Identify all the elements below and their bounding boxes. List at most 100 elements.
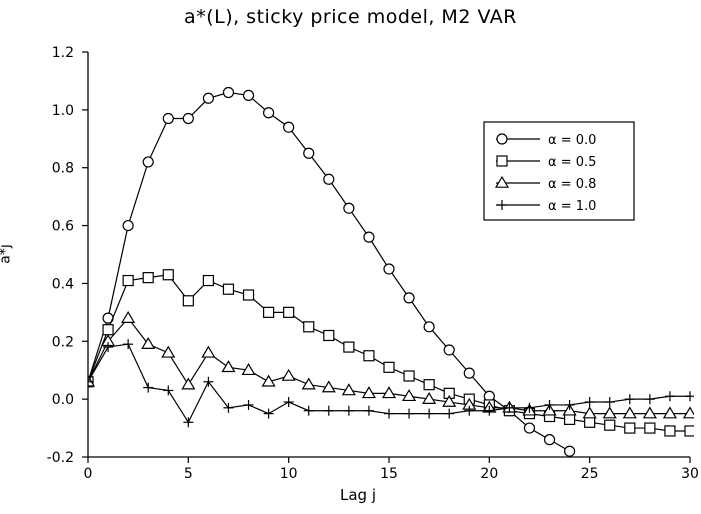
legend-entry: α = 0.5 (496, 155, 596, 170)
data-point (622, 406, 637, 419)
data-point (363, 405, 374, 416)
data-point (162, 112, 174, 125)
x-axis-label: Lag j (340, 486, 377, 504)
data-point (363, 231, 375, 243)
data-point (343, 405, 354, 416)
data-point (664, 425, 676, 437)
data-point (343, 341, 355, 353)
data-point (584, 397, 595, 408)
y-tick-label: -0.2 (47, 450, 74, 466)
data-point (142, 156, 154, 168)
data-point (281, 368, 296, 381)
legend-marker (497, 200, 507, 210)
data-point (402, 389, 417, 402)
legend: α = 0.0 α = 0.5 α = 0.8 α = 1.0 (483, 121, 635, 221)
plot-area (88, 86, 694, 457)
data-point (303, 405, 314, 416)
data-point (464, 405, 475, 416)
data-point (163, 385, 174, 396)
data-point (263, 306, 275, 318)
data-point (263, 107, 275, 119)
data-point (283, 397, 294, 408)
data-point (424, 408, 435, 419)
data-point (684, 425, 694, 437)
data-point (88, 374, 96, 387)
data-point (644, 422, 656, 434)
data-point (383, 361, 395, 373)
data-point (442, 394, 457, 407)
x-tick-label: 30 (681, 466, 699, 482)
data-point (261, 374, 276, 387)
axes: 0 5 10 15 20 25 30 -0.2 0.0 0.2 0.4 0.6 0.8 1.0 1.2 (47, 45, 699, 482)
data-point (303, 321, 315, 333)
data-point (143, 382, 154, 393)
data-point (602, 406, 617, 419)
series-plus (88, 339, 694, 428)
data-point (463, 367, 475, 379)
data-point (563, 413, 576, 425)
y-tick-label: 0.4 (52, 276, 74, 292)
data-point (323, 405, 334, 416)
data-point (301, 377, 316, 390)
data-point (682, 406, 694, 419)
x-tick-label: 25 (581, 466, 599, 482)
data-point (582, 406, 597, 419)
data-point (122, 274, 134, 287)
data-point (263, 408, 274, 419)
data-point (423, 379, 435, 391)
y-tick-label: 0.2 (52, 334, 74, 350)
data-point (423, 321, 435, 333)
series-triangle (88, 310, 694, 419)
data-point (381, 386, 397, 399)
legend-entry: α = 0.0 (496, 133, 596, 148)
data-point (403, 292, 415, 304)
data-point (584, 416, 596, 428)
data-point (642, 406, 657, 419)
data-point (624, 422, 636, 434)
chart-title: a*(L), sticky price model, M2 VAR (184, 6, 517, 28)
x-tick-label: 20 (480, 466, 498, 482)
data-point (323, 173, 335, 185)
data-point (283, 306, 295, 318)
data-point (221, 360, 236, 373)
data-point (182, 295, 194, 307)
data-point (103, 342, 114, 353)
x-tick-label: 15 (380, 466, 398, 482)
y-tick-label: 0.6 (52, 219, 74, 235)
data-point (241, 363, 256, 376)
data-point (422, 391, 437, 404)
data-point (361, 386, 376, 399)
data-point (321, 380, 336, 393)
data-point (664, 391, 675, 402)
data-point (202, 274, 214, 287)
legend-entry: α = 0.8 (494, 175, 596, 192)
data-point (142, 272, 154, 284)
data-point (123, 339, 134, 350)
data-point (203, 376, 214, 387)
y-tick-label: 0.8 (52, 161, 74, 177)
data-point (341, 383, 356, 396)
y-tick-label: 0.0 (52, 392, 74, 408)
legend-entry: α = 1.0 (496, 199, 596, 214)
data-point (624, 394, 635, 405)
data-point (222, 283, 235, 295)
data-point (202, 92, 214, 104)
data-point (122, 219, 134, 232)
data-point (161, 345, 176, 358)
data-point (88, 376, 93, 387)
data-point (544, 399, 555, 410)
data-point (243, 399, 254, 410)
data-point (504, 402, 515, 413)
legend-label: α = 0.8 (548, 177, 596, 192)
legend-label: α = 1.0 (548, 199, 596, 214)
data-point (444, 408, 455, 419)
y-tick-label: 1.2 (52, 45, 74, 61)
data-point (484, 405, 495, 416)
x-tick-label: 10 (280, 466, 298, 482)
data-point (183, 417, 194, 428)
data-point (222, 86, 235, 99)
data-point (121, 310, 136, 323)
data-point (662, 406, 677, 419)
data-point (182, 112, 194, 125)
data-point (443, 344, 455, 356)
